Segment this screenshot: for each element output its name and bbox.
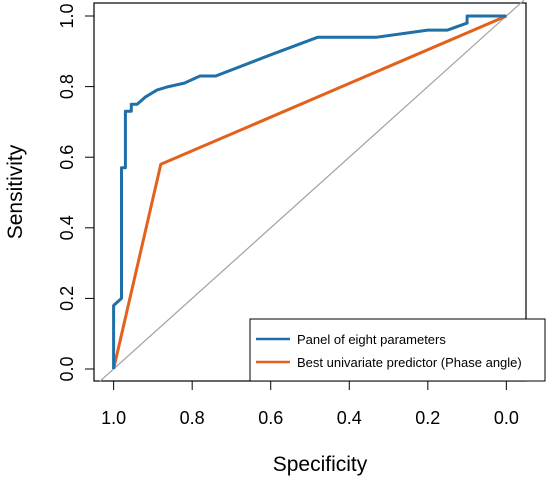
- x-tick-label: 0.4: [337, 408, 362, 428]
- y-tick-label: 0.6: [57, 145, 77, 170]
- y-tick-label: 0.0: [57, 356, 77, 381]
- legend-box: [249, 318, 546, 382]
- legend-label-panel: Panel of eight parameters: [297, 332, 446, 347]
- y-tick-label: 1.0: [57, 3, 77, 28]
- reference-diagonal: [99, 0, 525, 382]
- y-tick-label: 0.8: [57, 74, 77, 99]
- x-tick-label: 0.0: [494, 408, 519, 428]
- series-phase-angle-line: [112, 14, 507, 370]
- y-tick-label: 0.4: [57, 215, 77, 240]
- x-tick-label: 1.0: [101, 408, 126, 428]
- x-tick-label: 0.8: [180, 408, 205, 428]
- x-tick-label: 0.2: [415, 408, 440, 428]
- legend: Panel of eight parameters Best univariat…: [249, 318, 546, 382]
- x-axis: 1.0 0.8 0.6 0.4 0.2 0.0: [101, 380, 519, 428]
- series-layer: [112, 14, 507, 370]
- legend-label-phase-angle: Best univariate predictor (Phase angle): [297, 355, 522, 370]
- x-axis-title: Specificity: [273, 453, 368, 476]
- y-axis-title: Sensitivity: [4, 144, 27, 239]
- series-panel-line: [112, 14, 507, 369]
- x-tick-label: 0.6: [258, 408, 283, 428]
- y-axis: 0.0 0.2 0.4 0.6 0.8 1.0: [57, 3, 95, 382]
- y-tick-label: 0.2: [57, 286, 77, 311]
